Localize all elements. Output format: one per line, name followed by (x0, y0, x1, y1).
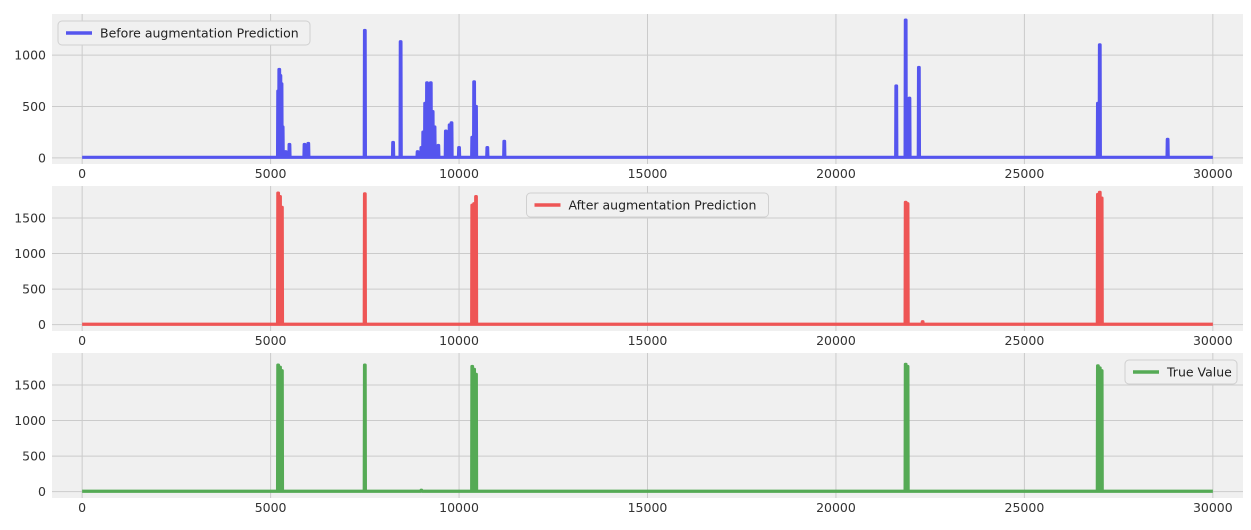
subplot-true-value: 0 5000 10000 15000 20000 25000 30000 0 500 1000 15… (14, 353, 1243, 515)
x-tick-label: 0 (78, 166, 86, 181)
legend-label: True Value (1166, 365, 1232, 380)
y-tick-label: 1000 (14, 246, 46, 261)
y-tick-label: 500 (22, 99, 46, 114)
x-tick-label: 20000 (816, 333, 856, 348)
y-tick-label: 1000 (14, 413, 46, 428)
legend-box (57, 20, 311, 46)
x-tick-label: 0 (78, 500, 86, 515)
y-tick-label: 1500 (14, 210, 46, 225)
x-tick-label: 5000 (255, 166, 287, 181)
x-tick-label: 10000 (439, 166, 479, 181)
y-tick-label: 0 (38, 484, 46, 499)
x-tick-label: 25000 (1005, 500, 1045, 515)
x-tick-label: 15000 (628, 333, 668, 348)
x-tick-label: 15000 (628, 500, 668, 515)
legend: True Value (1124, 359, 1238, 385)
y-tick-label: 0 (38, 317, 46, 332)
x-tick-label: 0 (78, 333, 86, 348)
subplot-before-augmentation: 0 5000 10000 15000 20000 25000 30000 0 500 1000 Be… (14, 14, 1243, 181)
y-tick-label: 1000 (14, 48, 46, 63)
y-tick-label: 0 (38, 150, 46, 165)
x-tick-label: 5000 (255, 333, 287, 348)
series-line (82, 18, 1213, 159)
subplot-after-augmentation: 0 5000 10000 15000 20000 25000 30000 0 500 1000 15… (14, 186, 1243, 348)
x-tick-label: 15000 (628, 166, 668, 181)
x-tick-label: 25000 (1005, 166, 1045, 181)
x-tick-label: 10000 (439, 500, 479, 515)
y-tick-label: 1500 (14, 377, 46, 392)
series-line (82, 362, 1213, 493)
y-tick-label: 500 (22, 449, 46, 464)
x-tick-label: 30000 (1193, 333, 1233, 348)
legend: Before augmentation Prediction (57, 20, 311, 46)
legend-label: After augmentation Prediction (569, 198, 757, 213)
x-tick-label: 5000 (255, 500, 287, 515)
legend-box (1124, 359, 1238, 385)
series-line (82, 190, 1213, 326)
legend: After augmentation Prediction (526, 192, 769, 218)
x-tick-label: 20000 (816, 500, 856, 515)
y-tick-label: 500 (22, 282, 46, 297)
legend-label: Before augmentation Prediction (100, 26, 299, 41)
x-tick-label: 20000 (816, 166, 856, 181)
x-tick-label: 25000 (1005, 333, 1045, 348)
x-tick-label: 30000 (1193, 500, 1233, 515)
x-tick-label: 30000 (1193, 166, 1233, 181)
x-tick-label: 10000 (439, 333, 479, 348)
legend-box (526, 192, 769, 218)
